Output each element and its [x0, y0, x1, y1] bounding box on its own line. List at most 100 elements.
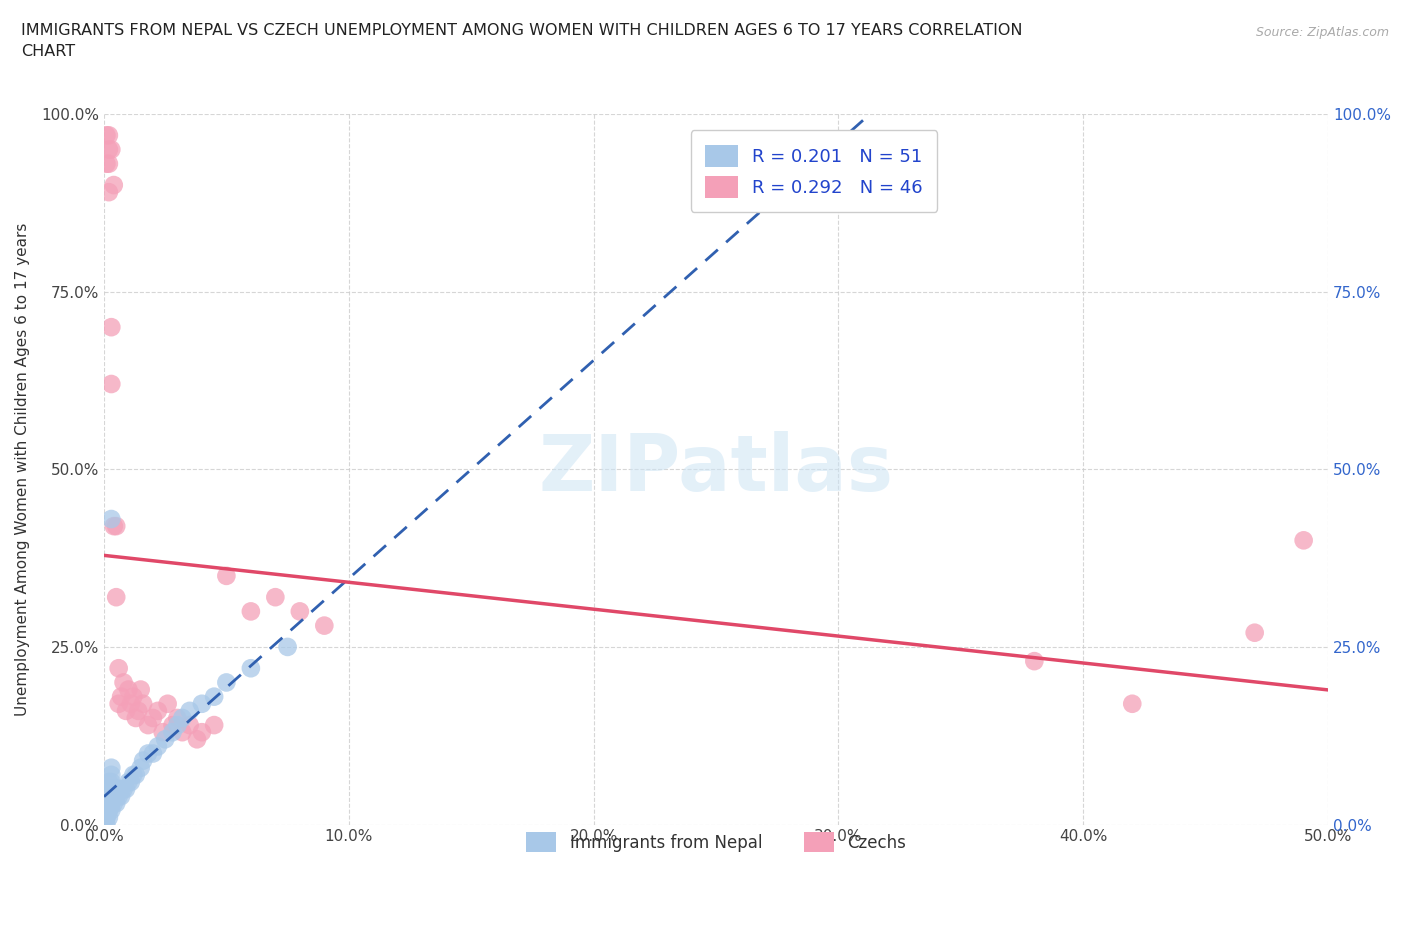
Point	[107, 697, 129, 711]
Point	[136, 746, 159, 761]
Point	[120, 775, 142, 790]
Text: Source: ZipAtlas.com: Source: ZipAtlas.com	[1256, 26, 1389, 39]
Point	[166, 718, 188, 733]
Point	[97, 781, 120, 796]
Point	[1121, 697, 1143, 711]
Point	[107, 661, 129, 676]
Point	[202, 689, 225, 704]
Point	[103, 781, 125, 796]
Point	[172, 724, 194, 739]
Point	[97, 796, 120, 811]
Point	[215, 675, 238, 690]
Point	[97, 803, 120, 817]
Point	[105, 519, 128, 534]
Point	[103, 796, 125, 811]
Point	[100, 789, 122, 804]
Point	[97, 156, 120, 171]
Point	[191, 697, 214, 711]
Point	[162, 718, 184, 733]
Point	[103, 519, 125, 534]
Point	[97, 775, 120, 790]
Point	[100, 803, 122, 817]
Point	[122, 767, 145, 782]
Point	[96, 810, 118, 825]
Point	[120, 697, 142, 711]
Point	[142, 746, 165, 761]
Point	[103, 178, 125, 193]
Point	[215, 568, 238, 583]
Point	[1024, 654, 1046, 669]
Point	[112, 781, 135, 796]
Point	[153, 732, 176, 747]
Point	[136, 718, 159, 733]
Point	[152, 724, 174, 739]
Point	[96, 810, 118, 825]
Point	[96, 156, 118, 171]
Point	[105, 796, 128, 811]
Point	[264, 590, 287, 604]
Point	[129, 682, 152, 697]
Point	[96, 796, 118, 811]
Point	[146, 703, 169, 718]
Point	[107, 789, 129, 804]
Point	[239, 604, 262, 618]
Point	[115, 781, 138, 796]
Point	[117, 775, 139, 790]
Point	[96, 803, 118, 817]
Point	[100, 781, 122, 796]
Point	[110, 689, 132, 704]
Point	[110, 789, 132, 804]
Point	[107, 781, 129, 796]
Text: IMMIGRANTS FROM NEPAL VS CZECH UNEMPLOYMENT AMONG WOMEN WITH CHILDREN AGES 6 TO : IMMIGRANTS FROM NEPAL VS CZECH UNEMPLOYM…	[21, 23, 1022, 60]
Point	[142, 711, 165, 725]
Point	[179, 718, 201, 733]
Point	[97, 810, 120, 825]
Point	[115, 703, 138, 718]
Point	[97, 128, 120, 143]
Point	[1292, 533, 1315, 548]
Point	[97, 803, 120, 817]
Point	[156, 697, 179, 711]
Y-axis label: Unemployment Among Women with Children Ages 6 to 17 years: Unemployment Among Women with Children A…	[15, 222, 30, 716]
Text: ZIPatlas: ZIPatlas	[538, 432, 894, 507]
Point	[105, 789, 128, 804]
Point	[186, 732, 208, 747]
Point	[277, 640, 299, 655]
Point	[132, 697, 155, 711]
Point	[239, 661, 262, 676]
Point	[1243, 625, 1265, 640]
Point	[117, 682, 139, 697]
Point	[100, 775, 122, 790]
Point	[125, 767, 148, 782]
Point	[105, 781, 128, 796]
Point	[97, 185, 120, 200]
Point	[202, 718, 225, 733]
Point	[127, 703, 149, 718]
Point	[96, 128, 118, 143]
Point	[172, 711, 194, 725]
Point	[100, 796, 122, 811]
Point	[100, 767, 122, 782]
Point	[103, 789, 125, 804]
Point	[288, 604, 311, 618]
Point	[100, 761, 122, 776]
Point	[122, 689, 145, 704]
Point	[100, 377, 122, 392]
Point	[314, 618, 336, 633]
Point	[146, 739, 169, 754]
Point	[132, 753, 155, 768]
Point	[125, 711, 148, 725]
Point	[110, 781, 132, 796]
Point	[166, 711, 188, 725]
Point	[97, 142, 120, 157]
Point	[100, 320, 122, 335]
Point	[100, 512, 122, 526]
Legend: Immigrants from Nepal, Czechs: Immigrants from Nepal, Czechs	[520, 825, 912, 859]
Point	[191, 724, 214, 739]
Point	[105, 590, 128, 604]
Point	[97, 789, 120, 804]
Point	[129, 761, 152, 776]
Point	[179, 703, 201, 718]
Point	[162, 724, 184, 739]
Point	[112, 675, 135, 690]
